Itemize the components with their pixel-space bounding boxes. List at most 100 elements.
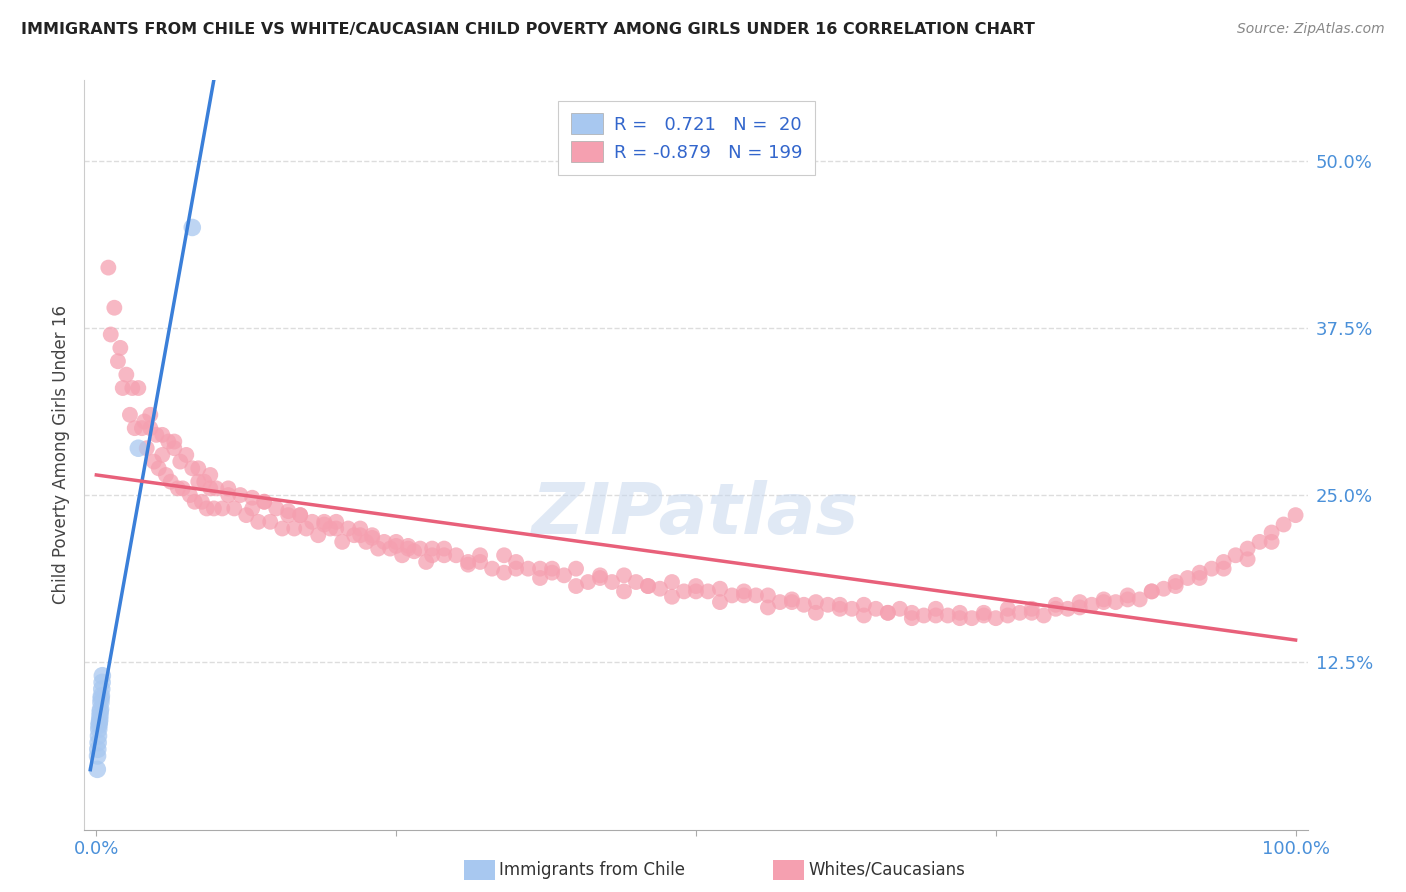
Point	[852, 598, 875, 612]
Point	[159, 475, 181, 489]
Point	[505, 555, 527, 569]
Text: Immigrants from Chile: Immigrants from Chile	[499, 861, 685, 879]
Point	[1116, 589, 1139, 603]
Point	[756, 600, 779, 615]
Point	[314, 517, 336, 532]
Point	[1164, 575, 1187, 590]
Point	[1284, 508, 1306, 523]
Point	[183, 494, 205, 508]
Point	[91, 675, 114, 690]
Point	[624, 575, 647, 590]
Point	[193, 475, 215, 489]
Point	[100, 327, 122, 342]
Legend: R =   0.721   N =  20, R = -0.879   N = 199: R = 0.721 N = 20, R = -0.879 N = 199	[558, 101, 815, 175]
Point	[865, 602, 887, 616]
Point	[529, 562, 551, 576]
Point	[301, 515, 323, 529]
Point	[889, 602, 911, 616]
Point	[295, 521, 318, 535]
Point	[1092, 595, 1115, 609]
Point	[103, 301, 125, 315]
Point	[191, 494, 214, 508]
Point	[1116, 592, 1139, 607]
Point	[793, 598, 815, 612]
Point	[172, 482, 194, 496]
Point	[361, 528, 384, 542]
Point	[1069, 595, 1091, 609]
Point	[118, 408, 141, 422]
Point	[984, 611, 1007, 625]
Point	[90, 691, 112, 706]
Point	[541, 566, 564, 580]
Point	[167, 482, 190, 496]
Point	[457, 555, 479, 569]
Point	[1177, 571, 1199, 585]
Point	[936, 608, 959, 623]
Point	[1105, 595, 1128, 609]
Point	[468, 548, 491, 563]
Point	[444, 548, 467, 563]
Point	[565, 562, 588, 576]
Point	[457, 558, 479, 572]
Point	[148, 461, 170, 475]
Point	[1140, 584, 1163, 599]
Point	[733, 584, 755, 599]
Point	[211, 501, 233, 516]
Point	[385, 535, 408, 549]
Point	[1188, 566, 1211, 580]
Point	[420, 541, 443, 556]
Point	[852, 608, 875, 623]
Point	[217, 488, 239, 502]
Point	[163, 442, 186, 456]
Point	[576, 575, 599, 590]
Point	[1045, 598, 1067, 612]
Point	[517, 562, 540, 576]
Point	[135, 442, 157, 456]
Point	[145, 428, 167, 442]
Point	[661, 575, 683, 590]
Point	[91, 669, 114, 683]
Point	[89, 708, 111, 723]
Point	[912, 608, 935, 623]
Point	[876, 606, 898, 620]
Point	[131, 421, 153, 435]
Point	[235, 508, 257, 523]
Point	[661, 590, 683, 604]
Point	[89, 705, 111, 719]
Point	[202, 501, 225, 516]
Point	[433, 548, 456, 563]
Point	[1092, 592, 1115, 607]
Point	[505, 562, 527, 576]
Point	[529, 571, 551, 585]
Point	[709, 582, 731, 596]
Point	[901, 606, 924, 620]
Point	[307, 528, 329, 542]
Point	[804, 606, 827, 620]
Point	[200, 468, 222, 483]
Point	[613, 568, 636, 582]
Point	[709, 595, 731, 609]
Point	[200, 482, 222, 496]
Point	[139, 408, 162, 422]
Point	[1260, 535, 1282, 549]
Point	[404, 544, 426, 558]
Point	[494, 566, 516, 580]
Point	[769, 595, 792, 609]
Text: Source: ZipAtlas.com: Source: ZipAtlas.com	[1237, 22, 1385, 37]
Point	[1164, 579, 1187, 593]
Point	[1129, 592, 1152, 607]
Point	[1056, 602, 1078, 616]
Point	[960, 611, 983, 625]
Point	[1225, 548, 1247, 563]
Point	[553, 568, 575, 582]
Point	[494, 548, 516, 563]
Point	[685, 579, 707, 593]
Point	[1212, 555, 1234, 569]
Point	[325, 521, 347, 535]
Point	[325, 515, 347, 529]
Point	[97, 260, 120, 275]
Point	[86, 749, 108, 764]
Point	[277, 504, 299, 518]
Point	[90, 682, 112, 697]
Point	[121, 381, 143, 395]
